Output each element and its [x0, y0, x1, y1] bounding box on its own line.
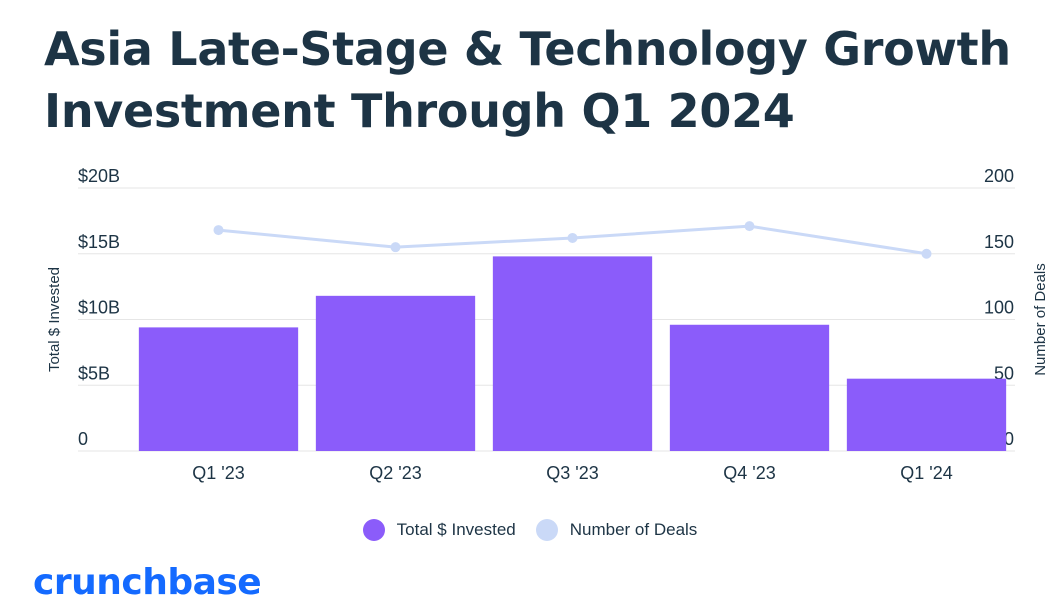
legend-swatch-number-of-deals [535, 519, 558, 541]
legend-item-number-of-deals[interactable]: Number of Deals [535, 519, 698, 541]
legend: Total $ Invested Number of Deals [0, 519, 1060, 541]
x-tick-label: Q3 '23 [546, 463, 598, 483]
deals-point [744, 221, 755, 232]
chart-title-line-2: Investment Through Q1 2024 [44, 84, 795, 138]
y-right-tick-label: 150 [984, 232, 1014, 252]
bar [669, 324, 830, 451]
y-left-axis-title: Total $ Invested [46, 267, 63, 372]
legend-item-total-invested[interactable]: Total $ Invested [362, 519, 516, 541]
legend-label-number-of-deals: Number of Deals [569, 520, 698, 539]
y-left-tick-label: $5B [78, 363, 110, 383]
y-left-tick-label: $20B [78, 166, 120, 186]
y-right-axis-title: Number of Deals [1032, 263, 1049, 376]
bar [492, 256, 653, 451]
x-tick-label: Q1 '24 [900, 463, 952, 483]
x-tick-label: Q2 '23 [369, 463, 421, 483]
x-tick-label: Q1 '23 [192, 463, 244, 483]
bar [846, 378, 1007, 451]
y-right-tick-label: 100 [984, 298, 1014, 318]
y-left-tick-label: $15B [78, 232, 120, 252]
combo-chart: 0 $5B $10B $15B $20B 0 50 100 150 200 Total $ Inve… [46, 166, 1049, 483]
crunchbase-logo: crunchbase [33, 562, 262, 603]
deals-point [213, 225, 224, 236]
legend-swatch-total-invested [362, 519, 385, 541]
legend-label-total-invested: Total $ Invested [396, 520, 516, 539]
x-tick-label: Q4 '23 [723, 463, 775, 483]
bar [138, 327, 299, 451]
chart-title-line-1: Asia Late-Stage & Technology Growth [44, 22, 1011, 76]
bar [315, 295, 476, 451]
y-right-tick-label: 50 [994, 363, 1014, 383]
deals-point [390, 242, 401, 253]
y-left-tick-label: $10B [78, 298, 120, 318]
y-right-tick-label: 0 [1004, 429, 1014, 449]
deals-point [567, 232, 578, 243]
chart-title: Asia Late-Stage & Technology Growth Inve… [44, 18, 1034, 142]
y-right-tick-label: 200 [984, 166, 1014, 186]
y-left-tick-label: 0 [78, 429, 88, 449]
deals-point [921, 248, 932, 259]
